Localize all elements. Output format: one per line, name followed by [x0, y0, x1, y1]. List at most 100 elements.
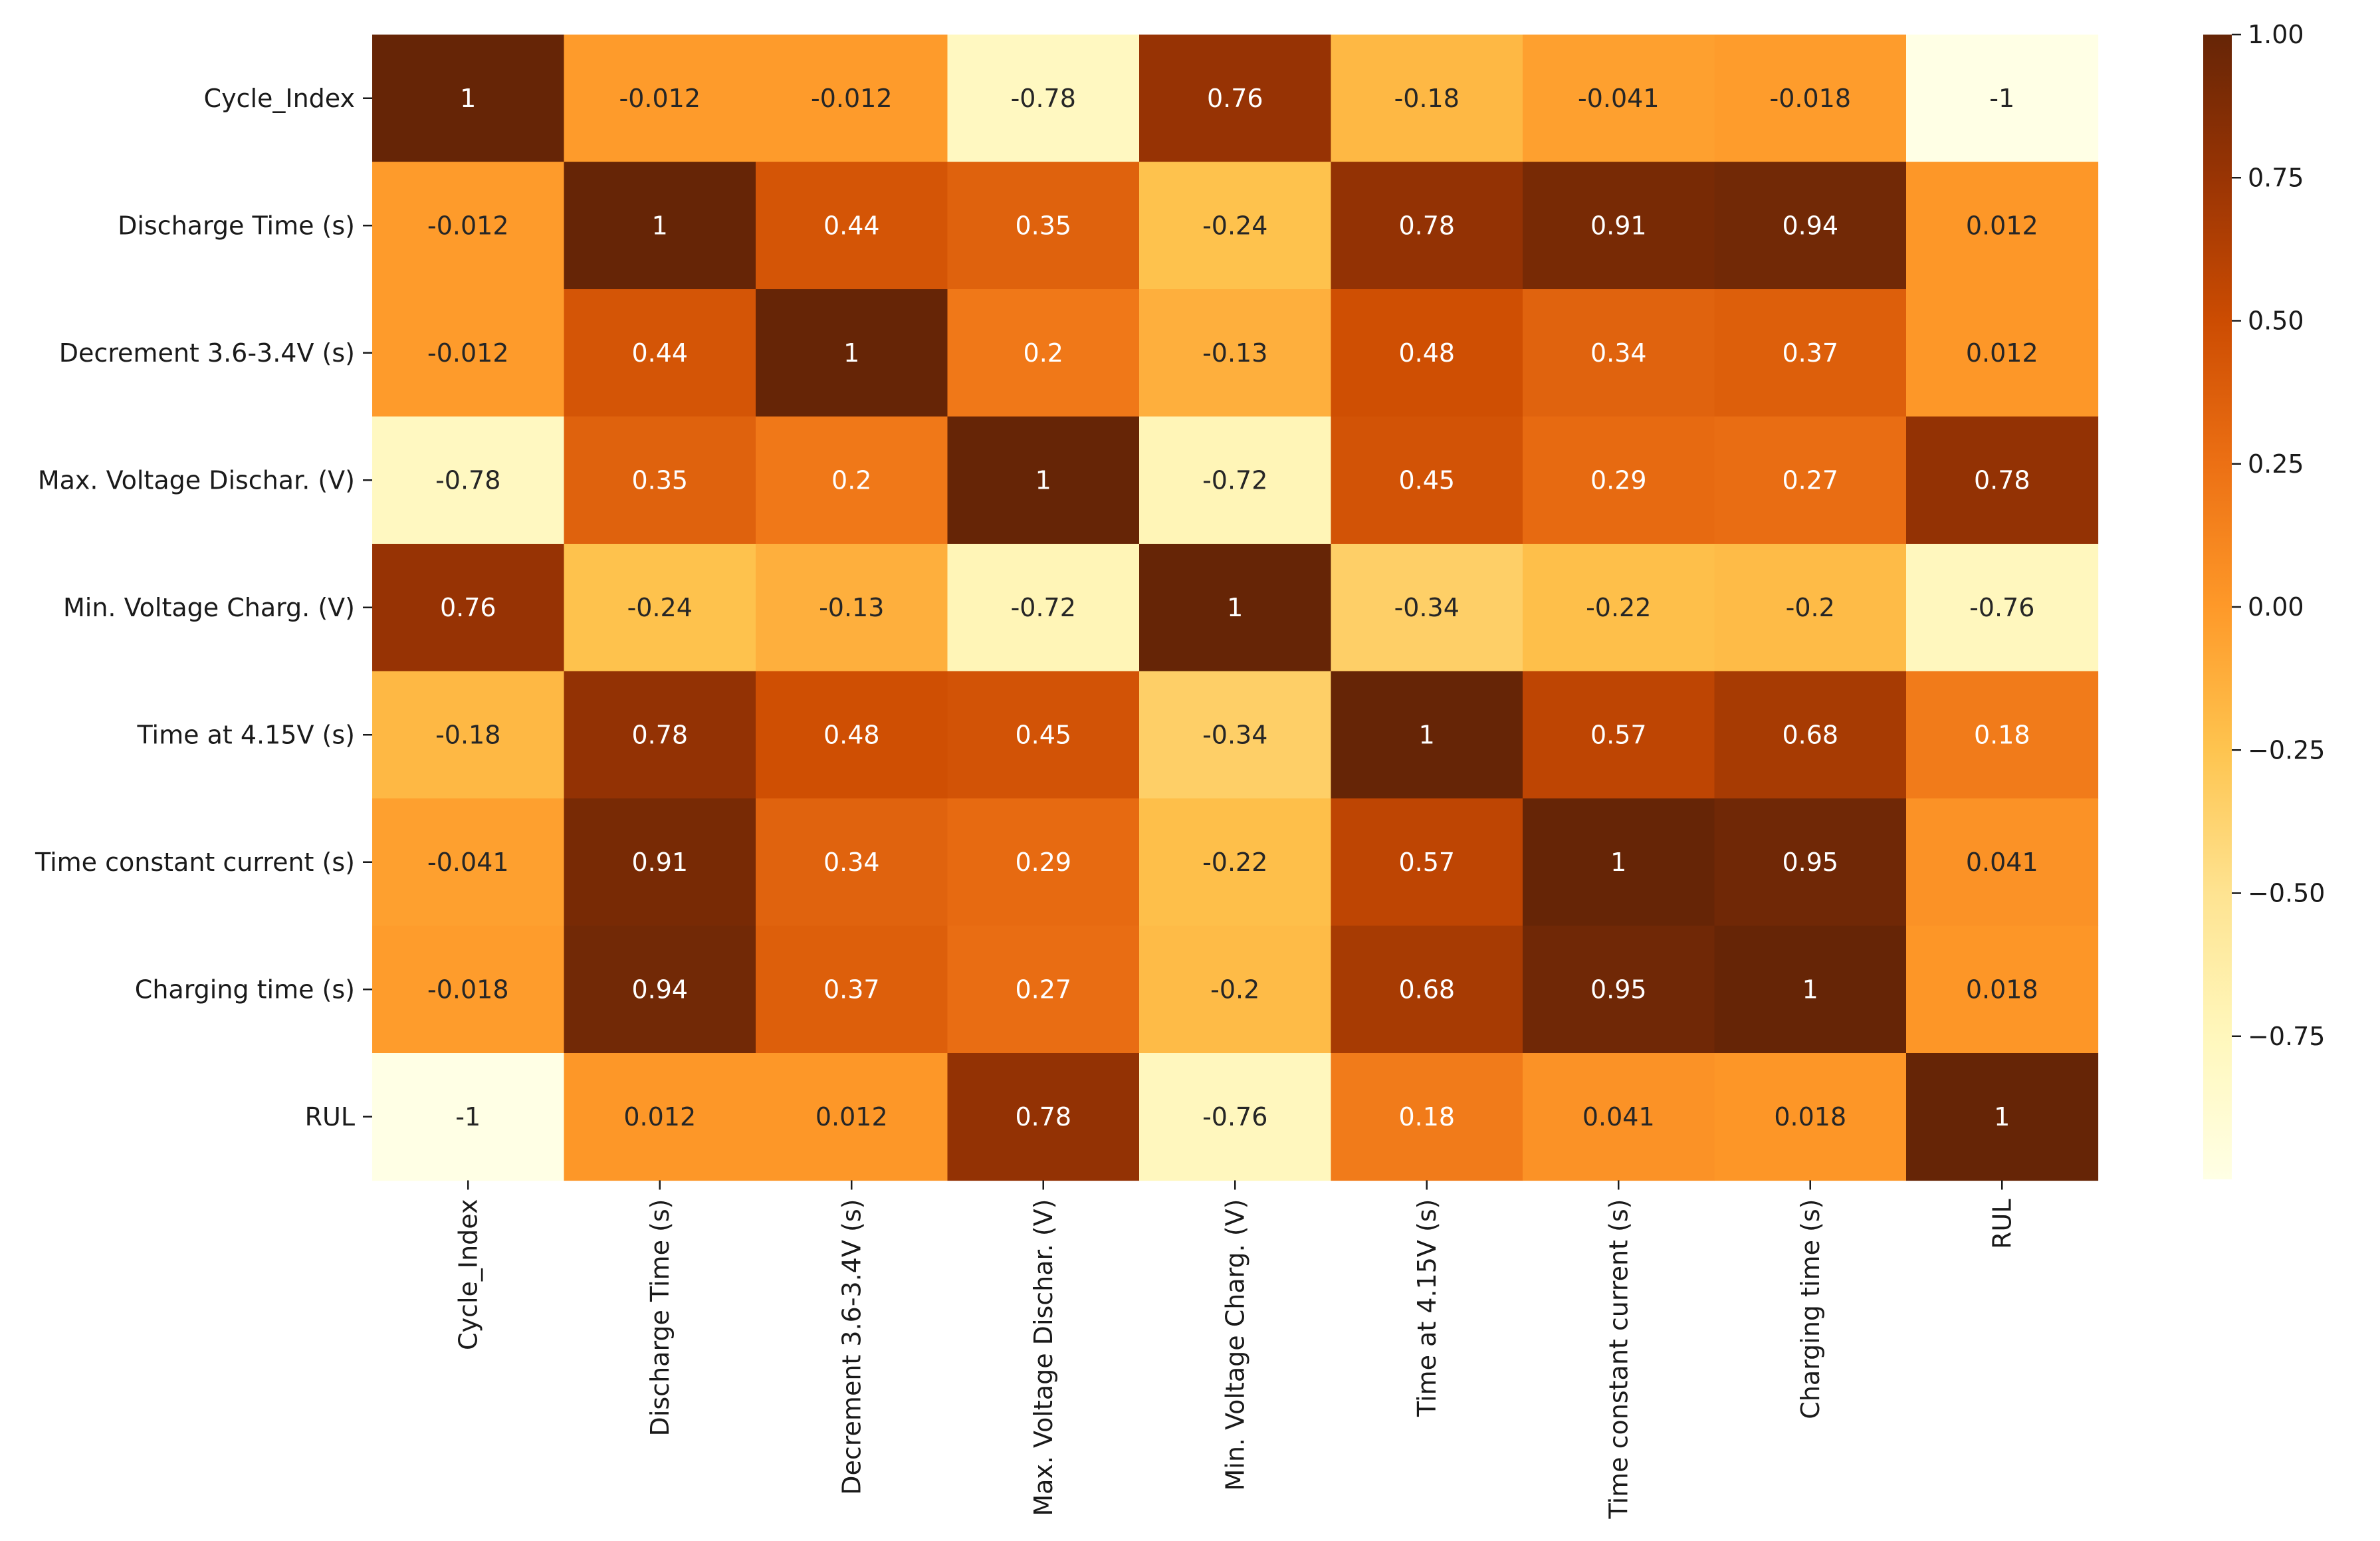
- row-label: Cycle_Index: [204, 84, 355, 113]
- cell-value-label: 0.34: [823, 848, 880, 877]
- cell-value-label: 0.95: [1782, 848, 1838, 877]
- cell-value-label: 0.76: [440, 593, 496, 622]
- heatmap-cell: [1331, 416, 1523, 544]
- heatmap-cell: [1714, 925, 1907, 1054]
- column-label: Min. Voltage Charg. (V): [1220, 1199, 1249, 1491]
- heatmap-cell: [372, 798, 565, 927]
- heatmap-cell: [372, 35, 565, 163]
- row-label: Decrement 3.6-3.4V (s): [59, 338, 355, 368]
- cell-value-label: 1: [1419, 720, 1435, 749]
- cell-value-label: -0.34: [1394, 593, 1460, 622]
- column-labels: Cycle_Index Discharge Time (s) Decrement 3…: [453, 1180, 2016, 1519]
- cell-value-label: -0.78: [435, 465, 500, 495]
- heatmap-cell: [756, 925, 948, 1054]
- cell-value-label: 0.48: [1398, 338, 1455, 368]
- cell-value-label: 0.78: [631, 720, 688, 749]
- cell-value-label: 0.44: [631, 338, 688, 368]
- cell-value-label: -0.24: [627, 593, 693, 622]
- cell-value-label: 1: [1802, 975, 1818, 1004]
- cell-value-label: -0.2: [1786, 593, 1835, 622]
- heatmap-cell: [756, 1053, 948, 1181]
- cell-value-label: 0.68: [1398, 975, 1455, 1004]
- cell-value-label: 0.91: [1590, 211, 1647, 240]
- cell-value-label: 1: [1994, 1102, 2010, 1131]
- column-label: Max. Voltage Dischar. (V): [1029, 1199, 1058, 1516]
- row-label: Min. Voltage Charg. (V): [63, 593, 355, 622]
- cell-value-label: 1: [1227, 593, 1243, 622]
- cell-value-label: 0.041: [1966, 848, 2038, 877]
- cell-value-label: -0.78: [1011, 84, 1076, 113]
- cell-value-label: -0.72: [1202, 465, 1267, 495]
- heatmap-cell: [1139, 1053, 1332, 1181]
- cell-value-label: 0.57: [1590, 720, 1647, 749]
- colorbar-tick-label: 0.25: [2248, 449, 2304, 479]
- cell-value-label: -0.72: [1011, 593, 1076, 622]
- heatmap-cells: [372, 35, 2099, 1181]
- heatmap-cell: [372, 416, 565, 544]
- row-labels: Cycle_Index Discharge Time (s) Decrement 3…: [35, 84, 372, 1131]
- heatmap-cell: [756, 798, 948, 927]
- cell-value-label: 1: [843, 338, 859, 368]
- heatmap-cell: [1331, 1053, 1523, 1181]
- cell-value-label: 1: [1035, 465, 1051, 495]
- heatmap-cell: [1139, 925, 1332, 1054]
- row-label: RUL: [305, 1102, 355, 1131]
- heatmap-cell: [756, 35, 948, 163]
- cell-value-label: -0.018: [427, 975, 509, 1004]
- column-label: Discharge Time (s): [645, 1199, 675, 1437]
- cell-value-label: 0.57: [1398, 848, 1455, 877]
- heatmap-cell: [756, 162, 948, 290]
- heatmap-cell: [1139, 671, 1332, 799]
- heatmap-cell: [1523, 671, 1715, 799]
- heatmap-cell: [947, 925, 1140, 1054]
- cell-value-label: 0.29: [1015, 848, 1071, 877]
- heatmap-cell: [1906, 162, 2099, 290]
- heatmap-cell: [372, 544, 565, 672]
- cell-value-label: -0.24: [1202, 211, 1267, 240]
- heatmap-cell: [1139, 416, 1332, 544]
- heatmap-cell: [1523, 416, 1715, 544]
- heatmap-cell: [756, 544, 948, 672]
- colorbar-tick-label: −0.25: [2248, 735, 2325, 765]
- cell-value-label: 0.27: [1782, 465, 1838, 495]
- cell-value-label: 0.37: [823, 975, 880, 1004]
- heatmap-cell: [1714, 544, 1907, 672]
- cell-value-label: 0.34: [1590, 338, 1647, 368]
- cell-value-label: -0.13: [1202, 338, 1267, 368]
- cell-value-label: -0.2: [1210, 975, 1259, 1004]
- cell-value-label: -0.13: [819, 593, 884, 622]
- heatmap-cell: [1714, 35, 1907, 163]
- column-label: Decrement 3.6-3.4V (s): [837, 1199, 866, 1495]
- heatmap-cell: [947, 289, 1140, 417]
- heatmap-cell: [1714, 289, 1907, 417]
- cell-value-label: 0.18: [1974, 720, 2030, 749]
- heatmap-cell: [564, 35, 756, 163]
- cell-value-label: -0.012: [619, 84, 701, 113]
- heatmap-cell: [947, 1053, 1140, 1181]
- heatmap-cell: [564, 162, 756, 290]
- cell-value-label: 0.041: [1582, 1102, 1655, 1131]
- heatmap-cell: [947, 416, 1140, 544]
- heatmap-cell: [1523, 1053, 1715, 1181]
- cell-value-label: -0.018: [1770, 84, 1852, 113]
- heatmap-cell: [1331, 544, 1523, 672]
- colorbar-tick-label: 0.75: [2248, 163, 2304, 192]
- colorbar-tick-label: 1.00: [2248, 20, 2304, 49]
- cell-value-label: 0.012: [1966, 338, 2038, 368]
- cell-value-label: -0.76: [1969, 593, 2034, 622]
- heatmap-cell: [564, 798, 756, 927]
- heatmap-cell: [1139, 289, 1332, 417]
- heatmap-cell: [1523, 289, 1715, 417]
- cell-value-label: -0.012: [427, 211, 509, 240]
- heatmap-cell: [947, 798, 1140, 927]
- heatmap-cell: [1714, 798, 1907, 927]
- heatmap-cell: [947, 544, 1140, 672]
- heatmap-cell: [1331, 798, 1523, 927]
- heatmap-cell: [1139, 162, 1332, 290]
- heatmap-cell: [1331, 671, 1523, 799]
- cell-value-label: 1: [460, 84, 476, 113]
- cell-value-label: 0.018: [1966, 975, 2038, 1004]
- cell-value-label: 0.29: [1590, 465, 1647, 495]
- heatmap-cell: [372, 289, 565, 417]
